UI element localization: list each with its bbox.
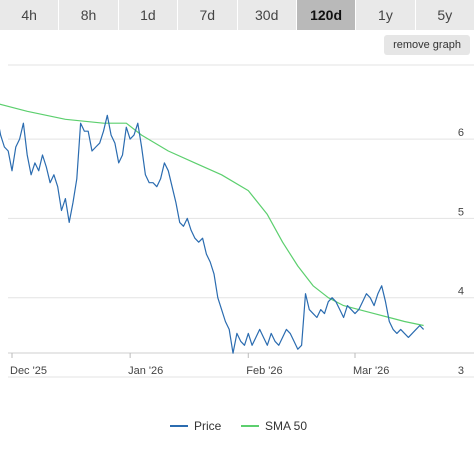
legend-sma-label: SMA 50: [265, 419, 308, 433]
time-range-tabs: 4h 8h 1d 7d 30d 120d 1y 5y: [0, 0, 474, 30]
y-tick-label: 3: [458, 365, 464, 377]
tab-1y[interactable]: 1y: [356, 0, 416, 30]
legend-price-swatch: [170, 425, 188, 427]
tab-7d[interactable]: 7d: [178, 0, 238, 30]
sma-series-line: [0, 103, 424, 327]
x-tick-label: Mar '26: [353, 365, 389, 377]
y-tick-label: 6: [458, 127, 464, 139]
tab-8h[interactable]: 8h: [59, 0, 119, 30]
legend-sma-swatch: [241, 425, 259, 427]
tab-4h[interactable]: 4h: [0, 0, 60, 30]
x-tick-label: Feb '26: [246, 365, 282, 377]
remove-graph-button[interactable]: remove graph: [384, 35, 470, 55]
chart-legend: Price SMA 50: [0, 419, 474, 439]
x-tick-label: Dec '25: [10, 365, 47, 377]
x-axis-ticks: Dec '25 Jan '26 Feb '26 Mar '26: [8, 352, 474, 377]
tab-30d[interactable]: 30d: [237, 0, 297, 30]
price-chart: 3 4 5 6 Dec '25 Jan '26 Feb '26 Mar '26: [0, 64, 474, 378]
x-tick-label: Jan '26: [128, 365, 163, 377]
tab-120d[interactable]: 120d: [296, 0, 357, 30]
y-axis-ticks: 3 4 5 6: [458, 127, 464, 377]
chart-series: [0, 103, 425, 354]
price-series-line: [0, 114, 425, 354]
y-tick-label: 5: [458, 206, 464, 218]
legend-item-price[interactable]: Price: [170, 419, 221, 433]
tab-1d[interactable]: 1d: [118, 0, 179, 30]
tab-5y[interactable]: 5y: [415, 0, 474, 30]
legend-item-sma[interactable]: SMA 50: [241, 419, 307, 433]
legend-price-label: Price: [194, 419, 222, 433]
y-tick-label: 4: [458, 286, 464, 298]
chart-grid: [8, 64, 474, 378]
